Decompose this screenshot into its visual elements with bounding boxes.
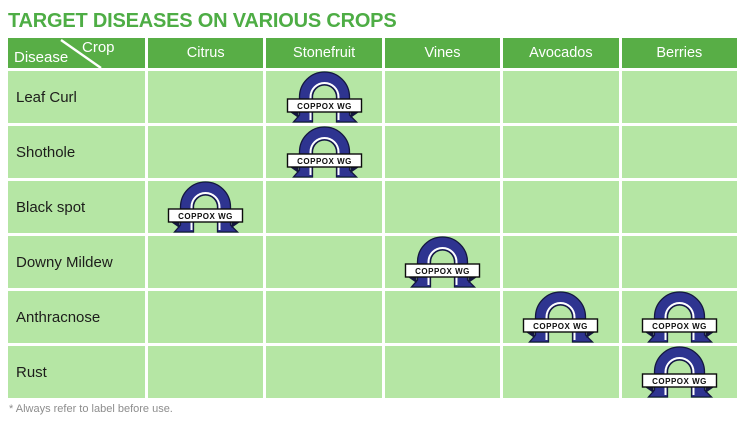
- logo-banner-text: COPPOX WG: [297, 157, 352, 166]
- logo-arch-highlight: [427, 247, 458, 285]
- logo-arch: [528, 291, 595, 343]
- table-cell: [148, 236, 264, 288]
- coppox-wg-logo: COPPOX WG: [286, 71, 362, 123]
- row-label-rust: Rust: [8, 346, 145, 398]
- table-cell: [266, 181, 382, 233]
- table-cell: [503, 236, 619, 288]
- logo-arch-highlight: [664, 357, 695, 395]
- table-cell: [503, 126, 619, 178]
- logo-banner-text: COPPOX WG: [534, 322, 589, 331]
- table-cell: COPPOX WG: [503, 291, 619, 343]
- table-cell: COPPOX WG: [148, 181, 264, 233]
- logo-ribbon-fold-right: [705, 331, 716, 338]
- logo-banner: [286, 153, 362, 168]
- table-cell: [384, 126, 501, 178]
- row-label-downy-mildew: Downy Mildew: [8, 236, 145, 288]
- logo-banner-text: COPPOX WG: [178, 212, 233, 221]
- logo-banner: [641, 318, 717, 333]
- coppox-wg-logo: COPPOX WG: [641, 291, 717, 343]
- row-label-anthracnose: Anthracnose: [8, 291, 145, 343]
- coppox-wg-logo: COPPOX WG: [167, 181, 244, 233]
- coppox-wg-logo: COPPOX WG: [641, 346, 717, 398]
- table-cell: [266, 236, 382, 288]
- logo-arch-highlight: [309, 137, 340, 175]
- logo-arch: [291, 71, 358, 123]
- table-cell: [148, 291, 264, 343]
- logo-banner: [404, 263, 481, 278]
- table-cell: [148, 71, 264, 123]
- logo-arch: [173, 181, 240, 233]
- coppox-wg-logo: COPPOX WG: [523, 291, 599, 343]
- table-cell: COPPOX WG: [621, 291, 737, 343]
- table-cell: [384, 291, 501, 343]
- column-header-stonefruit: Stonefruit: [266, 38, 382, 68]
- page-title: TARGET DISEASES ON VARIOUS CROPS: [8, 10, 397, 32]
- table-cell: [503, 71, 619, 123]
- table-cell: [266, 291, 382, 343]
- table-cell: COPPOX WG: [266, 71, 382, 123]
- logo-ribbon-fold-right: [705, 386, 716, 393]
- logo-ribbon-fold-right: [468, 276, 479, 283]
- row-label-shothole: Shothole: [8, 126, 145, 178]
- table-cell: [621, 71, 737, 123]
- logo-ribbon-fold-left: [169, 221, 180, 228]
- table-cell: COPPOX WG: [621, 346, 737, 398]
- column-header-vines: Vines: [384, 38, 501, 68]
- logo-arch: [646, 291, 713, 343]
- logo-banner: [641, 373, 717, 388]
- table-cell: [148, 126, 264, 178]
- table-cell: [384, 71, 501, 123]
- logo-ribbon-fold-right: [350, 111, 361, 118]
- logo-ribbon-fold-right: [586, 331, 597, 338]
- table-cell: [503, 346, 619, 398]
- row-label-black-spot: Black spot: [8, 181, 145, 233]
- logo-ribbon-fold-left: [406, 276, 417, 283]
- table-cell: [621, 181, 737, 233]
- table-cell: [621, 126, 737, 178]
- corner-crop-label: Crop: [82, 39, 115, 56]
- table-cell: [266, 346, 382, 398]
- table-cell: [384, 346, 501, 398]
- table-cell: [384, 181, 501, 233]
- disease-crop-table: Crop Disease Citrus Stonefruit Vines Avo…: [8, 38, 737, 398]
- footnote: * Always refer to label before use.: [9, 403, 173, 415]
- logo-banner-text: COPPOX WG: [415, 267, 470, 276]
- corner-header-cell: Crop Disease: [8, 38, 145, 68]
- logo-banner-text: COPPOX WG: [297, 102, 352, 111]
- logo-ribbon-fold-left: [288, 111, 299, 118]
- logo-arch: [646, 346, 713, 398]
- row-label-leaf-curl: Leaf Curl: [8, 71, 145, 123]
- logo-banner-text: COPPOX WG: [652, 377, 707, 386]
- logo-arch-highlight: [190, 192, 221, 230]
- column-header-citrus: Citrus: [148, 38, 264, 68]
- table-cell: COPPOX WG: [266, 126, 382, 178]
- table-cell: COPPOX WG: [384, 236, 501, 288]
- logo-arch: [410, 236, 477, 288]
- logo-banner: [167, 208, 244, 223]
- column-header-avocados: Avocados: [503, 38, 619, 68]
- logo-banner: [523, 318, 599, 333]
- logo-ribbon-fold-left: [643, 386, 654, 393]
- table-cell: [621, 236, 737, 288]
- logo-ribbon-fold-right: [231, 221, 242, 228]
- coppox-wg-logo: COPPOX WG: [404, 236, 481, 288]
- logo-ribbon-fold-right: [350, 166, 361, 173]
- logo-banner-text: COPPOX WG: [652, 322, 707, 331]
- table-cell: [503, 181, 619, 233]
- logo-ribbon-fold-left: [524, 331, 535, 338]
- coppox-wg-logo: COPPOX WG: [286, 126, 362, 178]
- logo-ribbon-fold-left: [643, 331, 654, 338]
- logo-arch-highlight: [545, 302, 576, 340]
- table-cell: [148, 346, 264, 398]
- logo-arch-highlight: [309, 82, 340, 120]
- diagonal-divider: [60, 39, 102, 68]
- logo-ribbon-fold-left: [288, 166, 299, 173]
- logo-banner: [286, 98, 362, 113]
- corner-disease-label: Disease: [14, 49, 69, 66]
- logo-arch-highlight: [664, 302, 695, 340]
- logo-arch: [291, 126, 358, 178]
- column-header-berries: Berries: [621, 38, 737, 68]
